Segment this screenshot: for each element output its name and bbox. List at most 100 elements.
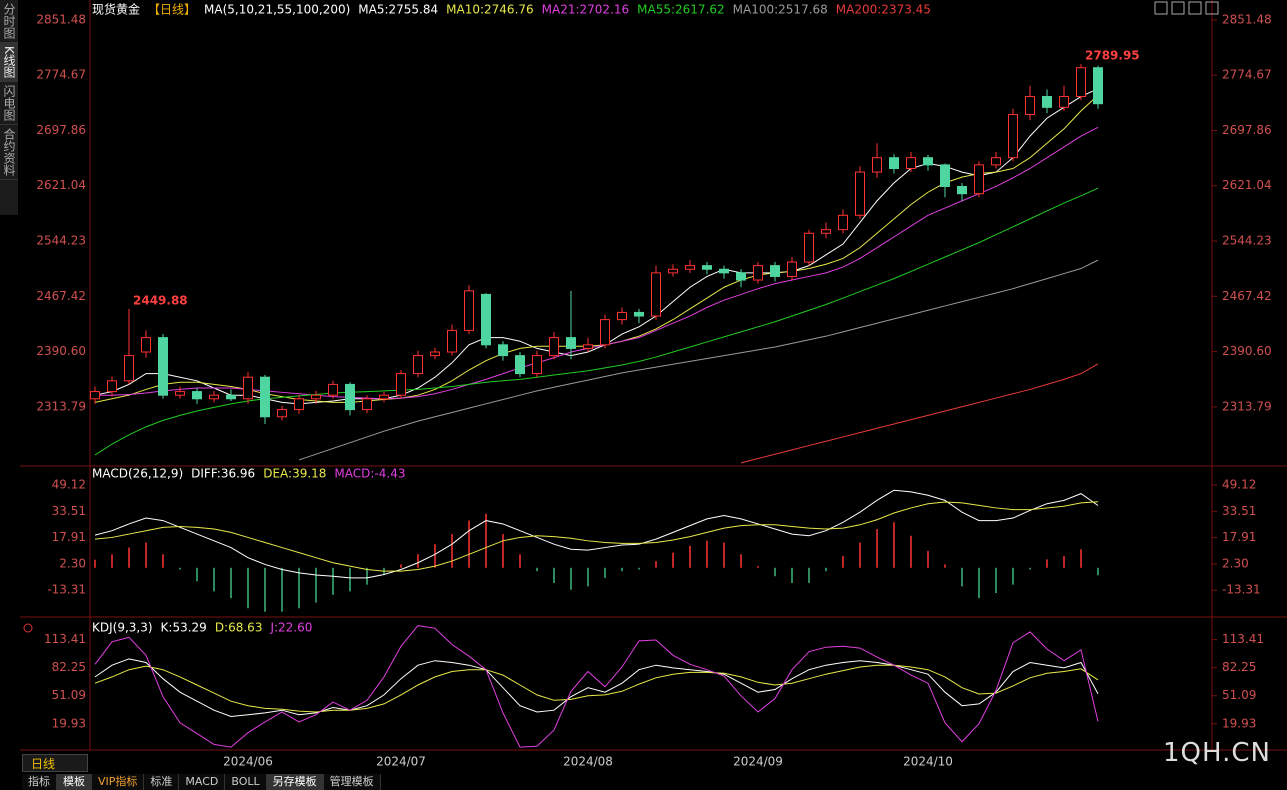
candle-body — [600, 319, 610, 346]
candle-body — [787, 261, 797, 277]
series-line — [94, 489, 1099, 579]
y-tick-label: 51.09 — [52, 688, 86, 702]
y-tick-label: 2621.04 — [36, 178, 86, 192]
tab-bar: 指标 模板 VIP指标 标准 MACD BOLL 另存模板 管理模板 — [22, 774, 381, 790]
sidebar: 分时图 K线图 闪电图 合约资料 — [0, 0, 18, 215]
legend-label: K:53.29 — [161, 621, 207, 635]
y-tick-label: 19.93 — [1222, 716, 1256, 730]
x-tick-label: 2024/08 — [563, 755, 613, 769]
series-line — [94, 94, 1099, 403]
tab[interactable]: VIP指标 — [92, 774, 145, 790]
x-tick-label: 2024/09 — [733, 755, 783, 769]
y-tick-label: 2851.48 — [36, 12, 86, 26]
tab[interactable]: 标准 — [144, 774, 180, 790]
tab[interactable]: BOLL — [225, 774, 267, 790]
candle-body — [209, 394, 219, 400]
side-tab[interactable]: 闪电图 — [0, 82, 18, 125]
kdj-icon[interactable] — [23, 623, 33, 633]
legend-label: MACD(26,12,9) — [92, 467, 183, 481]
candle-body — [549, 337, 559, 357]
candle-body — [940, 164, 950, 187]
candle-body — [719, 268, 729, 274]
legend-label: MA21:2702.16 — [542, 3, 630, 17]
candle-body — [464, 290, 474, 331]
y-tick-label: 49.12 — [1222, 477, 1256, 491]
candle-body — [498, 344, 508, 357]
candle-body — [906, 157, 916, 169]
candle-body — [515, 355, 525, 375]
tab[interactable]: 指标 — [22, 774, 57, 790]
y-tick-label: -13.31 — [1222, 583, 1261, 597]
tab[interactable]: MACD — [179, 774, 226, 790]
candle-body — [923, 157, 933, 166]
icon[interactable] — [1205, 1, 1219, 15]
y-tick-label: 2774.67 — [36, 68, 86, 82]
candle-body — [277, 409, 287, 418]
candle-body — [192, 391, 202, 400]
candle-body — [753, 265, 763, 281]
legend-label: D:68.63 — [215, 621, 263, 635]
icon[interactable] — [1154, 1, 1168, 15]
tab[interactable]: 模板 — [57, 774, 92, 790]
legend-label: KDJ(9,3,3) — [92, 621, 153, 635]
x-tick-label: 2024/07 — [376, 755, 426, 769]
legend-label: MA(5,10,21,55,100,200) — [204, 3, 350, 17]
series-line — [94, 501, 1099, 572]
y-tick-label: -13.31 — [47, 583, 86, 597]
y-tick-label: 2390.60 — [36, 344, 86, 358]
series-line — [298, 259, 1099, 461]
candle-body — [90, 391, 100, 400]
y-tick-label: 33.51 — [1222, 504, 1256, 518]
candle-body — [345, 383, 355, 411]
y-tick-label: 2.30 — [59, 556, 86, 570]
y-tick-label: 2544.23 — [1222, 234, 1272, 248]
y-tick-label: 2390.60 — [1222, 344, 1272, 358]
candle-body — [294, 398, 304, 411]
high-annotation: 2789.95 — [1085, 49, 1140, 63]
tab[interactable]: 另存模板 — [266, 774, 324, 790]
candle-body — [583, 344, 593, 349]
series-line — [94, 625, 1099, 748]
legend-label: MA100:2517.68 — [733, 3, 828, 17]
y-tick-label: 82.25 — [1222, 660, 1256, 674]
y-tick-label: 2.30 — [1222, 556, 1249, 570]
y-tick-label: 2621.04 — [1222, 178, 1272, 192]
legend-label: 【日线】 — [148, 3, 196, 17]
candle-body — [617, 311, 627, 321]
candle-body — [158, 337, 168, 396]
tab[interactable]: 管理模板 — [324, 774, 381, 790]
watermark: 1QH.CN — [1163, 738, 1271, 768]
candle-body — [770, 265, 780, 277]
candle-body — [855, 171, 865, 216]
period[interactable]: 日线 — [22, 754, 88, 772]
y-tick-label: 49.12 — [52, 477, 86, 491]
y-tick-label: 2467.42 — [1222, 289, 1272, 303]
series-line — [94, 88, 1099, 405]
candle-body — [481, 293, 491, 346]
series-line — [94, 664, 1099, 713]
icon[interactable] — [1188, 1, 1202, 15]
x-tick-label: 2024/10 — [903, 755, 953, 769]
toolbar-icons[interactable] — [1154, 1, 1219, 15]
candle-body — [838, 214, 848, 231]
y-tick-label: 2851.48 — [1222, 12, 1272, 26]
icon[interactable] — [1171, 1, 1185, 15]
side-tab[interactable]: 分时图 — [0, 0, 18, 43]
series-line — [740, 363, 1099, 464]
candle-body — [396, 373, 406, 396]
candle-body — [379, 394, 389, 400]
candle-body — [957, 185, 967, 195]
legend-label: MACD:-4.43 — [334, 467, 405, 481]
y-tick-label: 2544.23 — [36, 234, 86, 248]
candle-body — [634, 311, 644, 317]
legend-label: J:22.60 — [269, 621, 312, 635]
candle-body — [991, 157, 1001, 166]
side-tab[interactable]: 合约资料 — [0, 125, 18, 180]
candle-body — [124, 355, 134, 382]
y-tick-label: 113.41 — [44, 632, 86, 646]
candle-body — [566, 337, 576, 349]
legend-label: DIFF:36.96 — [191, 467, 255, 481]
candle-body — [1093, 67, 1103, 105]
side-tab[interactable]: K线图 — [0, 43, 18, 82]
candle-body — [260, 376, 270, 418]
